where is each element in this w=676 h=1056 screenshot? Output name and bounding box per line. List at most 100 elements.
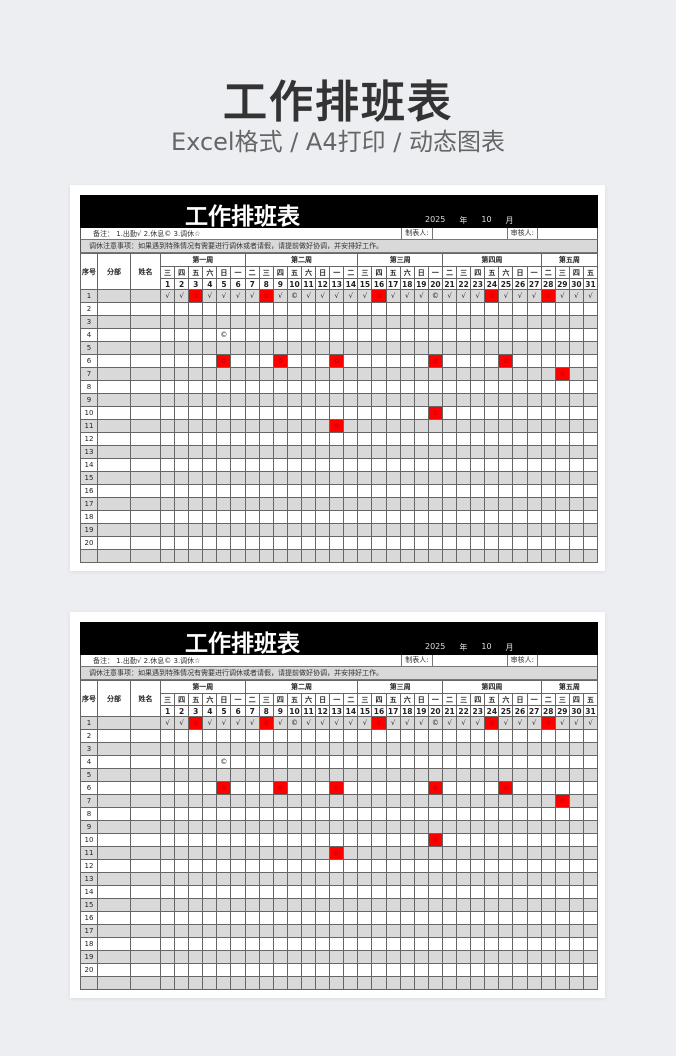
shift-cell[interactable] <box>188 445 204 459</box>
name-cell[interactable] <box>130 963 161 977</box>
shift-cell[interactable] <box>159 859 176 873</box>
shift-cell[interactable] <box>230 549 246 563</box>
shift-cell[interactable] <box>427 315 444 329</box>
shift-cell[interactable] <box>582 458 599 472</box>
shift-cell[interactable] <box>343 536 359 550</box>
shift-cell[interactable] <box>399 807 415 821</box>
shift-cell[interactable] <box>230 976 246 990</box>
shift-cell[interactable] <box>427 755 444 769</box>
shift-cell[interactable] <box>413 820 429 834</box>
shift-cell[interactable] <box>315 755 331 769</box>
shift-cell[interactable] <box>470 976 486 990</box>
shift-cell[interactable] <box>554 354 570 368</box>
shift-cell[interactable] <box>427 846 444 860</box>
shift-cell[interactable] <box>484 302 500 316</box>
shift-cell[interactable] <box>258 833 274 847</box>
shift-cell[interactable] <box>159 937 176 951</box>
dept-cell[interactable] <box>97 885 131 899</box>
shift-cell[interactable] <box>413 523 429 537</box>
shift-cell[interactable] <box>470 341 486 355</box>
shift-cell[interactable] <box>568 523 584 537</box>
shift-cell[interactable] <box>385 393 401 407</box>
shift-cell[interactable] <box>399 859 415 873</box>
shift-cell[interactable] <box>582 963 599 977</box>
shift-cell[interactable] <box>484 820 500 834</box>
shift-cell[interactable] <box>385 406 401 420</box>
shift-cell[interactable] <box>498 497 514 511</box>
shift-cell[interactable] <box>357 406 373 420</box>
shift-cell[interactable] <box>343 898 359 912</box>
shift-cell[interactable] <box>413 497 429 511</box>
shift-cell[interactable] <box>540 523 556 537</box>
shift-cell[interactable] <box>484 937 500 951</box>
shift-cell[interactable] <box>188 846 204 860</box>
shift-cell[interactable] <box>470 742 486 756</box>
shift-cell[interactable] <box>399 354 415 368</box>
shift-cell[interactable] <box>498 742 514 756</box>
shift-cell[interactable] <box>244 341 260 355</box>
shift-cell[interactable] <box>202 937 218 951</box>
shift-cell[interactable] <box>357 510 373 524</box>
shift-cell[interactable] <box>286 729 303 743</box>
dept-cell[interactable] <box>97 289 131 303</box>
shift-cell[interactable] <box>216 380 232 394</box>
shift-cell[interactable] <box>244 471 260 485</box>
shift-cell[interactable] <box>540 976 556 990</box>
shift-cell[interactable] <box>343 510 359 524</box>
shift-cell[interactable] <box>484 742 500 756</box>
shift-cell[interactable] <box>470 458 486 472</box>
shift-cell[interactable] <box>343 523 359 537</box>
shift-cell[interactable] <box>159 354 176 368</box>
shift-cell[interactable] <box>174 341 190 355</box>
shift-cell[interactable] <box>484 445 500 459</box>
shift-cell[interactable] <box>470 729 486 743</box>
shift-cell[interactable] <box>188 354 204 368</box>
shift-cell[interactable] <box>244 820 260 834</box>
shift-cell[interactable] <box>498 523 514 537</box>
shift-cell[interactable] <box>582 302 599 316</box>
shift-cell[interactable] <box>582 341 599 355</box>
shift-cell[interactable] <box>371 406 387 420</box>
name-cell[interactable] <box>130 872 161 886</box>
shift-cell[interactable] <box>230 768 246 782</box>
shift-cell[interactable] <box>512 445 528 459</box>
shift-cell[interactable] <box>286 406 303 420</box>
shift-cell[interactable] <box>329 302 345 316</box>
shift-cell[interactable] <box>159 950 176 964</box>
shift-cell[interactable] <box>470 872 486 886</box>
shift-cell[interactable] <box>441 885 458 899</box>
shift-cell[interactable]: ☆ <box>498 354 514 368</box>
shift-cell[interactable] <box>174 354 190 368</box>
dept-cell[interactable] <box>97 458 131 472</box>
shift-cell[interactable] <box>300 781 317 795</box>
shift-cell[interactable] <box>512 393 528 407</box>
name-cell[interactable] <box>130 302 161 316</box>
shift-cell[interactable] <box>413 755 429 769</box>
shift-cell[interactable] <box>216 419 232 433</box>
shift-cell[interactable] <box>582 406 599 420</box>
shift-cell[interactable] <box>526 484 542 498</box>
shift-cell[interactable] <box>582 794 599 808</box>
shift-cell[interactable] <box>554 510 570 524</box>
shift-cell[interactable] <box>554 328 570 342</box>
shift-cell[interactable] <box>554 380 570 394</box>
shift-cell[interactable] <box>244 937 260 951</box>
dept-cell[interactable] <box>97 497 131 511</box>
shift-cell[interactable] <box>512 354 528 368</box>
shift-cell[interactable] <box>385 484 401 498</box>
shift-cell[interactable] <box>540 354 556 368</box>
shift-cell[interactable] <box>498 794 514 808</box>
shift-cell[interactable] <box>159 872 176 886</box>
name-cell[interactable] <box>130 755 161 769</box>
shift-cell[interactable] <box>385 846 401 860</box>
shift-cell[interactable] <box>300 924 317 938</box>
shift-cell[interactable] <box>427 445 444 459</box>
shift-cell[interactable] <box>286 432 303 446</box>
shift-cell[interactable] <box>329 768 345 782</box>
shift-cell[interactable] <box>456 341 472 355</box>
shift-cell[interactable] <box>202 549 218 563</box>
shift-cell[interactable] <box>329 924 345 938</box>
shift-cell[interactable] <box>441 497 458 511</box>
shift-cell[interactable] <box>512 924 528 938</box>
shift-cell[interactable] <box>554 885 570 899</box>
